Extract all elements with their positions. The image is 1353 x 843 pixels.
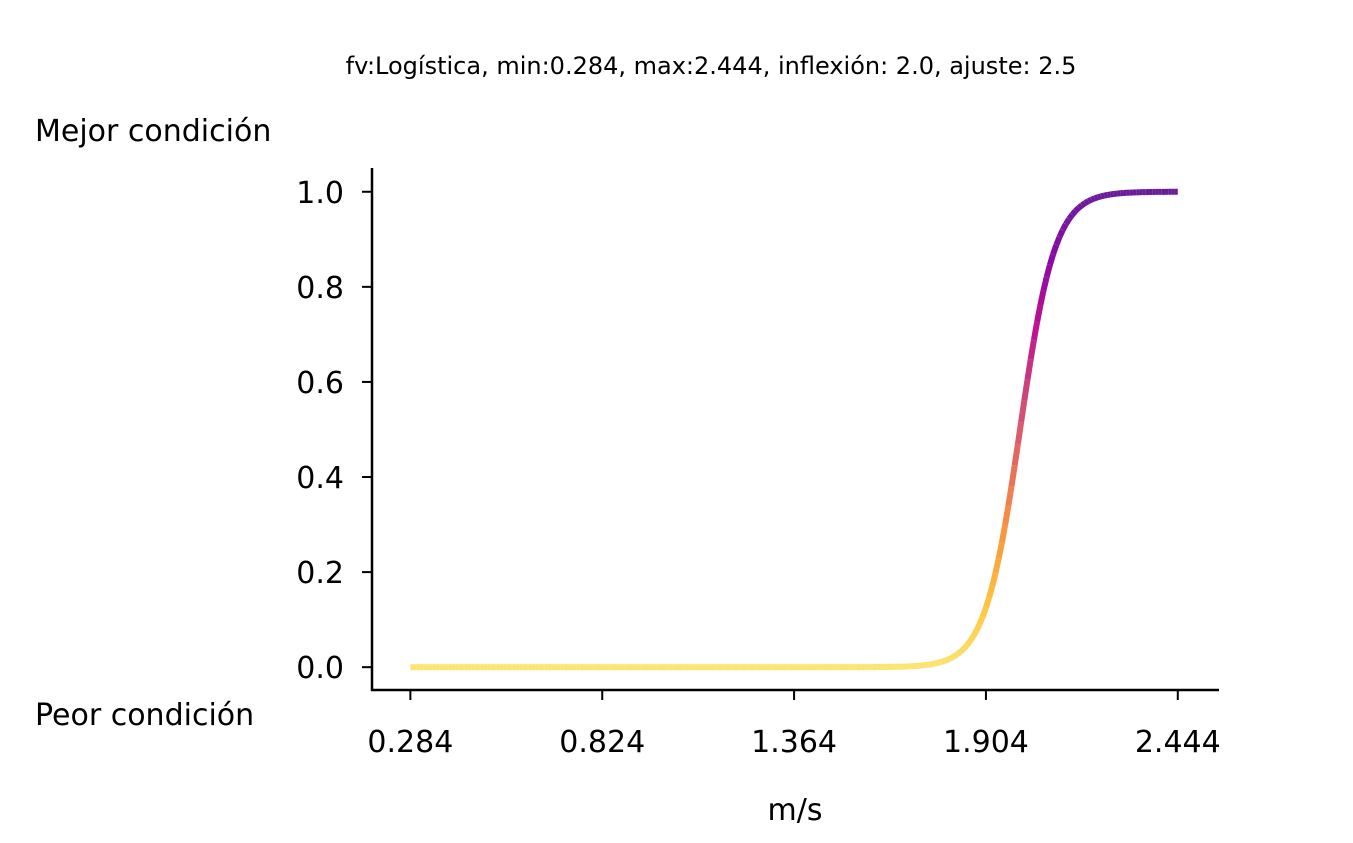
y-tick-label: 0.6	[296, 366, 344, 401]
curve-segment	[940, 658, 946, 665]
x-tick-label: 1.364	[751, 725, 837, 760]
curve-segment	[995, 541, 1005, 560]
curve-segment	[989, 572, 999, 587]
curve-segment	[961, 643, 969, 651]
curve-segment	[1103, 191, 1109, 199]
curve-segment	[998, 524, 1009, 543]
curve-segment	[931, 660, 936, 668]
curve-segment	[1021, 379, 1031, 402]
curve-segment	[934, 659, 939, 667]
x-tick-label: 0.284	[367, 725, 453, 760]
curve-segment	[1090, 195, 1096, 203]
curve-segment	[1027, 339, 1037, 360]
curve-segment	[986, 585, 996, 599]
curve-segment	[1008, 464, 1018, 487]
y-axis-ticks: 0.0 0.2 0.4 0.6 0.8 1.0	[296, 176, 372, 686]
worst-condition-label: Peor condición	[35, 698, 254, 733]
curve-segment	[952, 651, 959, 659]
y-tick-label: 1.0	[296, 176, 344, 211]
y-tick-label: 0.4	[296, 461, 344, 496]
best-condition-label: Mejor condición	[35, 114, 271, 149]
x-tick-label: 0.824	[559, 725, 645, 760]
y-tick-label: 0.8	[296, 271, 344, 306]
curve-segment	[976, 615, 986, 626]
logistic-curve	[410, 188, 1178, 671]
curve-segment	[1080, 200, 1087, 208]
curve-segment	[1070, 209, 1078, 217]
curve-segment	[992, 557, 1002, 574]
curve-segment	[1050, 244, 1060, 256]
curve-segment	[958, 646, 966, 655]
curve-segment	[1066, 212, 1075, 221]
curve-segment	[1014, 421, 1025, 445]
curve-segment	[943, 656, 949, 664]
x-tick-label: 1.904	[943, 725, 1029, 760]
curve-segment	[949, 653, 956, 661]
curve-segment	[1005, 485, 1015, 507]
curve-segment	[1093, 194, 1099, 202]
curve-segment	[1047, 253, 1056, 266]
curve-segment	[1063, 217, 1072, 226]
curve-segment	[937, 659, 942, 666]
curve-segment	[973, 622, 983, 633]
chart-title: fv:Logística, min:0.284, max:2.444, infl…	[346, 52, 1077, 80]
curve-segment	[970, 629, 979, 639]
curve-segment	[1100, 192, 1105, 200]
curve-segment	[979, 606, 989, 618]
curve-segment	[1040, 276, 1050, 292]
curve-segment	[1030, 321, 1041, 341]
curve-segment	[1076, 202, 1084, 211]
curve-segment	[1083, 198, 1090, 206]
curve-segment	[1073, 205, 1081, 214]
curve-segment	[1106, 191, 1112, 198]
curve-segment	[1056, 228, 1066, 239]
y-tick-label: 0.2	[296, 556, 344, 591]
curve-segment	[1002, 505, 1012, 526]
curve-segment	[1037, 289, 1047, 307]
curve-segment	[927, 661, 933, 668]
curve-segment	[955, 649, 963, 657]
curve-segment	[1053, 235, 1063, 247]
curve-segment	[946, 655, 953, 663]
curve-segment	[1060, 222, 1069, 232]
curve-segment	[983, 596, 992, 609]
curve-segment	[1097, 193, 1102, 201]
curve-segment	[1086, 196, 1093, 204]
x-tick-label: 2.444	[1135, 725, 1221, 760]
curve-segment	[964, 639, 973, 648]
curve-segment	[1011, 443, 1021, 466]
curve-segment	[1018, 400, 1028, 423]
x-axis-ticks: 0.284 0.824 1.364 1.904 2.444	[367, 690, 1221, 760]
y-tick-label: 0.0	[296, 651, 344, 686]
curve-segment	[1043, 264, 1053, 278]
curve-segment	[1034, 305, 1044, 323]
curve-segment	[967, 634, 976, 644]
curve-segment	[1024, 358, 1034, 381]
x-axis-label: m/s	[768, 793, 823, 828]
